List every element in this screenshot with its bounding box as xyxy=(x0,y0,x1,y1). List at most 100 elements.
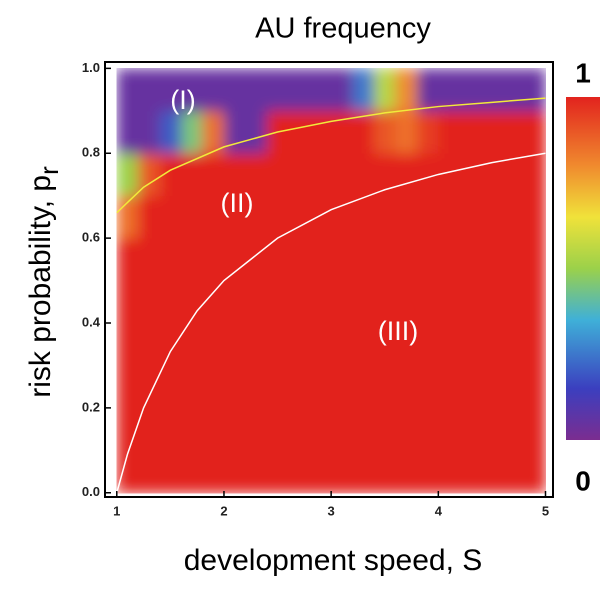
heat-cell xyxy=(138,153,161,197)
heat-cell xyxy=(138,110,161,154)
heat-cell xyxy=(309,280,332,324)
heat-cell xyxy=(159,280,182,324)
heat-cell xyxy=(159,153,182,197)
heat-cell xyxy=(266,68,289,112)
heat-cell xyxy=(245,407,268,451)
heat-cell xyxy=(438,323,461,366)
heat-cell xyxy=(223,407,246,451)
heat-cell xyxy=(288,195,311,239)
heat-cell xyxy=(481,365,504,409)
heat-cell xyxy=(481,450,504,494)
heat-cell xyxy=(159,238,182,282)
heat-cell xyxy=(459,153,482,197)
heat-cell xyxy=(416,323,439,366)
heat-cell xyxy=(116,323,139,366)
heat-cell xyxy=(438,407,461,451)
x-axis-label: development speed, S xyxy=(184,544,483,577)
chart-title: AU frequency xyxy=(255,13,431,45)
y-axis-label-subscript: r xyxy=(34,166,64,175)
heat-cell xyxy=(395,68,418,112)
heat-cell xyxy=(159,323,182,366)
heat-cell xyxy=(395,450,418,494)
heat-cell xyxy=(438,450,461,494)
heat-cell xyxy=(223,280,246,324)
heat-cell xyxy=(502,238,525,282)
heat-cell xyxy=(181,195,204,239)
heat-cell xyxy=(288,407,311,451)
heat-cell xyxy=(331,365,354,409)
heat-cell xyxy=(524,280,546,324)
heat-cell xyxy=(481,110,504,154)
heat-cell xyxy=(202,238,225,282)
heat-cell xyxy=(309,68,332,112)
heat-cell xyxy=(288,238,311,282)
heat-cell xyxy=(481,153,504,197)
annotation: (II) xyxy=(221,188,254,218)
heat-cell xyxy=(266,407,289,451)
heat-cell xyxy=(309,110,332,154)
heat-cell xyxy=(524,407,546,451)
heat-cell xyxy=(524,110,546,154)
x-tick-label: 2 xyxy=(220,503,227,518)
heat-cell xyxy=(438,238,461,282)
heat-cell xyxy=(374,450,396,494)
heat-cell xyxy=(416,68,439,112)
heat-cell xyxy=(331,280,354,324)
heat-cell xyxy=(374,153,396,197)
heat-cell xyxy=(116,238,139,282)
heat-cell xyxy=(266,280,289,324)
heat-cell xyxy=(416,110,439,154)
heat-cell xyxy=(395,280,418,324)
heat-cell xyxy=(138,238,161,282)
heat-cell xyxy=(309,195,332,239)
heat-cell xyxy=(266,323,289,366)
heat-cell xyxy=(223,238,246,282)
curve xyxy=(116,97,546,214)
plot-frame xyxy=(104,61,554,498)
heat-cell xyxy=(502,323,525,366)
heat-cell xyxy=(223,365,246,409)
heat-cell xyxy=(352,450,375,494)
heat-cell xyxy=(116,450,139,494)
heat-cell xyxy=(116,365,139,409)
heat-cell xyxy=(502,153,525,197)
heat-cell xyxy=(266,450,289,494)
heat-cell xyxy=(352,365,375,409)
colorbar-tick-label: 0 xyxy=(575,465,591,496)
heat-cell xyxy=(159,68,182,112)
x-tick-label: 1 xyxy=(113,503,120,518)
heat-cell xyxy=(223,110,246,154)
heat-cell xyxy=(524,323,546,366)
heat-cell xyxy=(502,407,525,451)
ticks: 1 2 3 4 5 0.0 0.2 0.4 0.6 0.8 1.0 xyxy=(82,60,549,519)
heat-cell xyxy=(524,153,546,197)
heat-cell xyxy=(181,323,204,366)
y-tick-label: 1.0 xyxy=(82,60,100,75)
heat-cell xyxy=(459,365,482,409)
heat-cell xyxy=(288,153,311,197)
heat-cell xyxy=(202,68,225,112)
heat-cell xyxy=(438,280,461,324)
heat-cell xyxy=(202,450,225,494)
heat-cell xyxy=(159,450,182,494)
heat-cell xyxy=(502,110,525,154)
heat-cell xyxy=(181,238,204,282)
heatmap xyxy=(116,68,546,494)
heat-cell xyxy=(374,238,396,282)
y-tick-label: 0.0 xyxy=(82,484,100,499)
heat-cell xyxy=(459,323,482,366)
heat-cell xyxy=(352,153,375,197)
heat-cell xyxy=(159,110,182,154)
heat-cell xyxy=(502,280,525,324)
heat-cell xyxy=(374,110,396,154)
heat-cell xyxy=(138,195,161,239)
heat-cell xyxy=(309,323,332,366)
heat-cell xyxy=(288,450,311,494)
heat-cell xyxy=(352,195,375,239)
heat-cell xyxy=(331,195,354,239)
heat-cell xyxy=(138,323,161,366)
heat-cell xyxy=(459,238,482,282)
heat-cell xyxy=(524,195,546,239)
heat-cell xyxy=(223,450,246,494)
heat-cell xyxy=(288,280,311,324)
